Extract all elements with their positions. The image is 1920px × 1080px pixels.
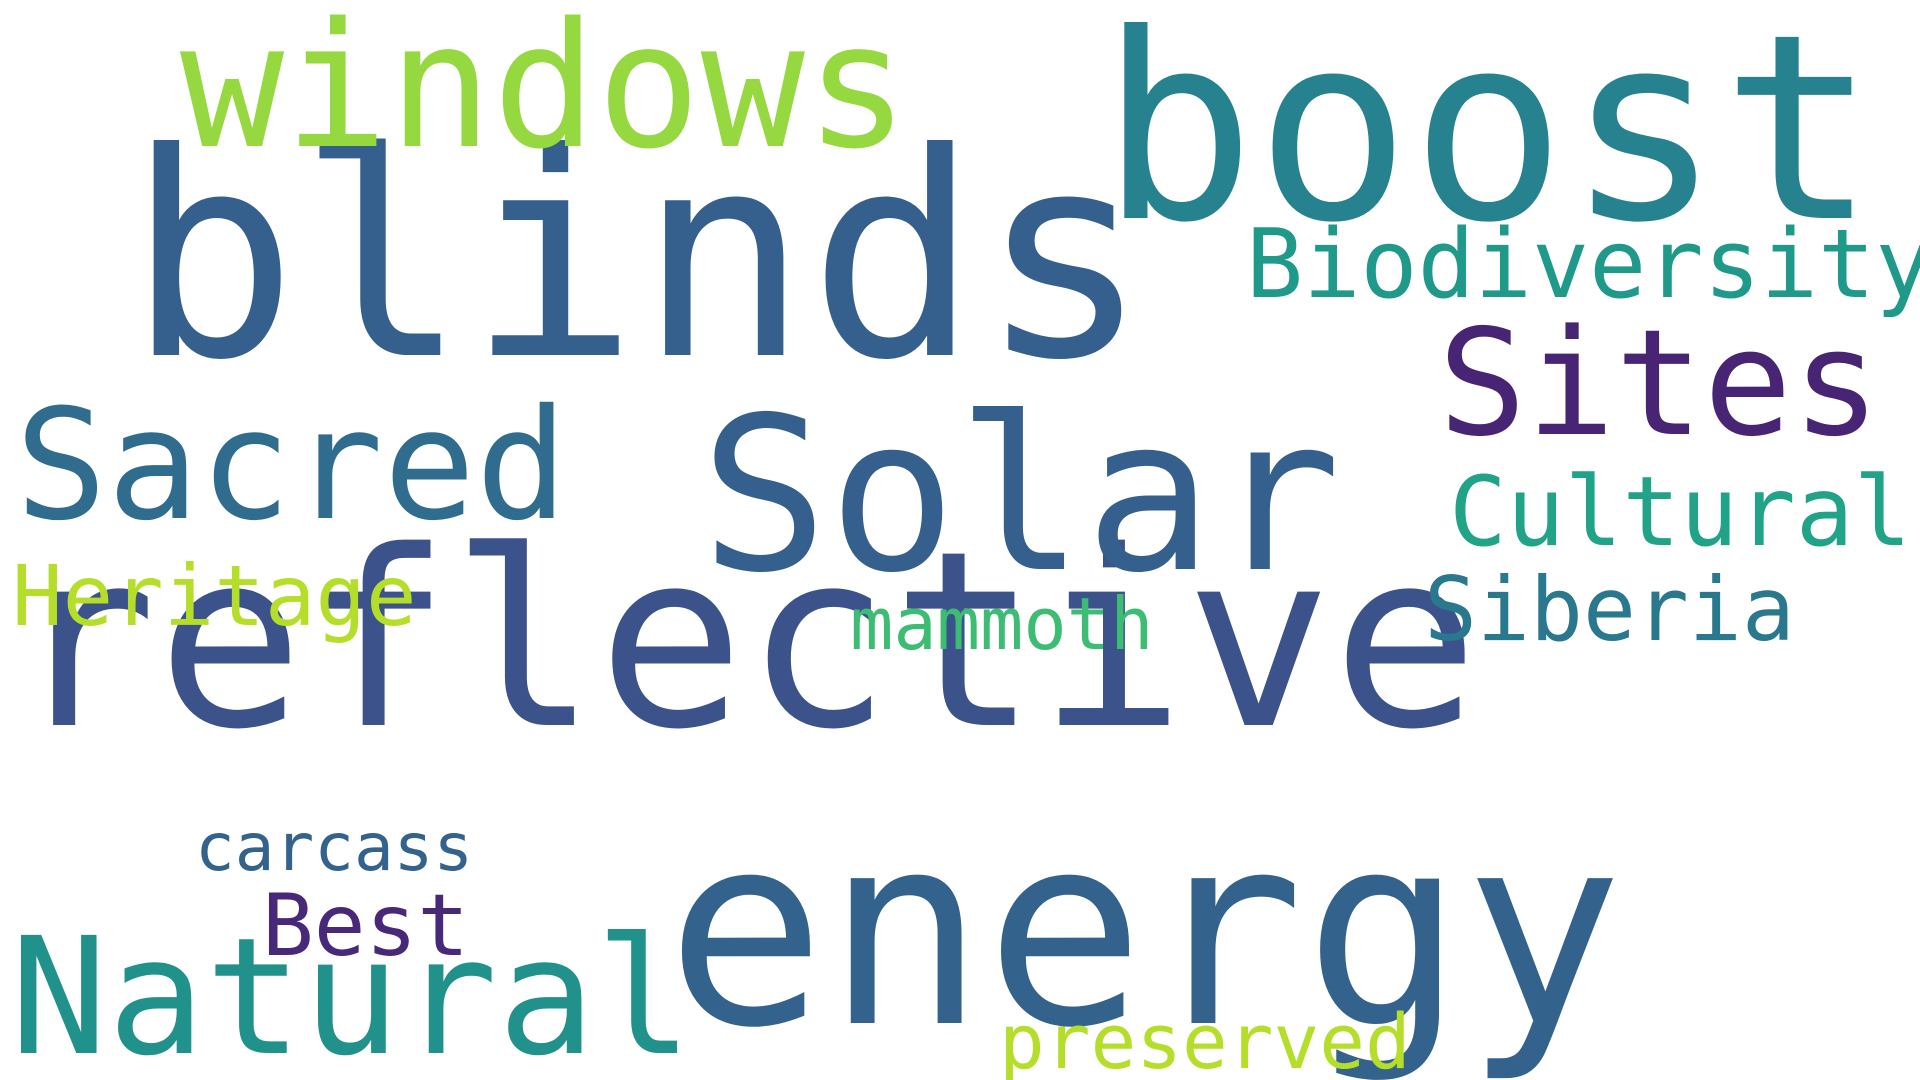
word-best: Best — [262, 876, 470, 976]
word-reflective: reflective — [10, 499, 1480, 783]
word-carcass: carcass — [195, 809, 474, 886]
word-solar: Solar — [700, 372, 1342, 620]
word-sacred: Sacred — [15, 377, 568, 555]
word-cultural: Cultural — [1449, 456, 1912, 568]
word-sites: Sites — [1438, 298, 1881, 469]
word-siberia: Siberia — [1424, 558, 1795, 661]
word-windows: windows — [180, 0, 910, 187]
word-natural: Natural — [10, 904, 693, 1080]
word-heritage: Heritage — [12, 547, 417, 645]
word-preserved: preserved — [999, 997, 1411, 1080]
word-energy: energy — [666, 778, 1624, 1080]
word-biodiversity: Biodiversity — [1246, 210, 1920, 320]
word-blinds: blinds — [127, 92, 1150, 422]
word-boost: boost — [1100, 0, 1877, 279]
word-mammoth: mammoth — [850, 582, 1154, 666]
